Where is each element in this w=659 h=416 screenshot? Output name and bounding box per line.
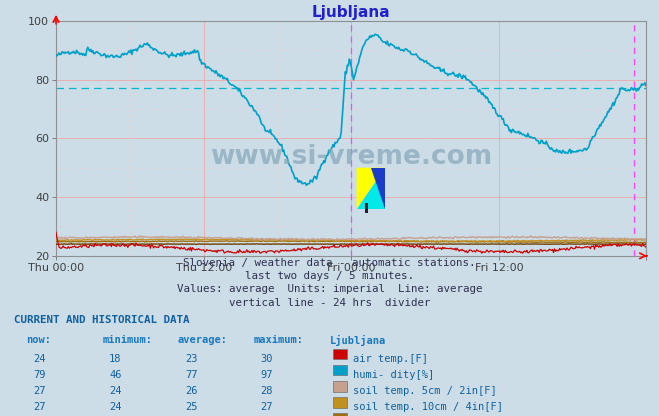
Polygon shape bbox=[357, 168, 386, 209]
Text: air temp.[F]: air temp.[F] bbox=[353, 354, 428, 364]
Text: 24: 24 bbox=[109, 386, 121, 396]
Text: humi- dity[%]: humi- dity[%] bbox=[353, 370, 434, 380]
Text: 27: 27 bbox=[34, 386, 45, 396]
Text: maximum:: maximum: bbox=[254, 335, 304, 345]
Text: 97: 97 bbox=[261, 370, 273, 380]
Text: minimum:: minimum: bbox=[102, 335, 152, 345]
Title: Ljubljana: Ljubljana bbox=[312, 5, 390, 20]
Text: CURRENT AND HISTORICAL DATA: CURRENT AND HISTORICAL DATA bbox=[14, 315, 190, 325]
Text: average:: average: bbox=[178, 335, 228, 345]
Text: Slovenia / weather data - automatic stations.: Slovenia / weather data - automatic stat… bbox=[183, 258, 476, 267]
Text: 79: 79 bbox=[34, 370, 45, 380]
Text: last two days / 5 minutes.: last two days / 5 minutes. bbox=[245, 271, 414, 281]
Text: Values: average  Units: imperial  Line: average: Values: average Units: imperial Line: av… bbox=[177, 285, 482, 295]
Text: 23: 23 bbox=[185, 354, 197, 364]
Text: soil temp. 10cm / 4in[F]: soil temp. 10cm / 4in[F] bbox=[353, 402, 503, 412]
Bar bbox=[333, 365, 347, 375]
Text: 28: 28 bbox=[261, 386, 273, 396]
Text: 77: 77 bbox=[185, 370, 197, 380]
Polygon shape bbox=[357, 168, 386, 209]
Text: 27: 27 bbox=[261, 402, 273, 412]
Bar bbox=[364, 203, 368, 213]
Text: 46: 46 bbox=[109, 370, 121, 380]
Text: 25: 25 bbox=[185, 402, 197, 412]
Text: 18: 18 bbox=[109, 354, 121, 364]
Text: 24: 24 bbox=[109, 402, 121, 412]
Bar bbox=[333, 397, 347, 408]
Text: www.si-vreme.com: www.si-vreme.com bbox=[210, 144, 492, 170]
Text: vertical line - 24 hrs  divider: vertical line - 24 hrs divider bbox=[229, 298, 430, 308]
Text: Ljubljana: Ljubljana bbox=[330, 335, 386, 346]
Text: now:: now: bbox=[26, 335, 51, 345]
Text: 27: 27 bbox=[34, 402, 45, 412]
Text: soil temp. 5cm / 2in[F]: soil temp. 5cm / 2in[F] bbox=[353, 386, 496, 396]
Text: 30: 30 bbox=[261, 354, 273, 364]
Bar bbox=[333, 414, 347, 416]
Bar bbox=[333, 349, 347, 359]
Text: 26: 26 bbox=[185, 386, 197, 396]
Polygon shape bbox=[371, 168, 386, 209]
Text: 24: 24 bbox=[34, 354, 45, 364]
Bar bbox=[333, 381, 347, 391]
